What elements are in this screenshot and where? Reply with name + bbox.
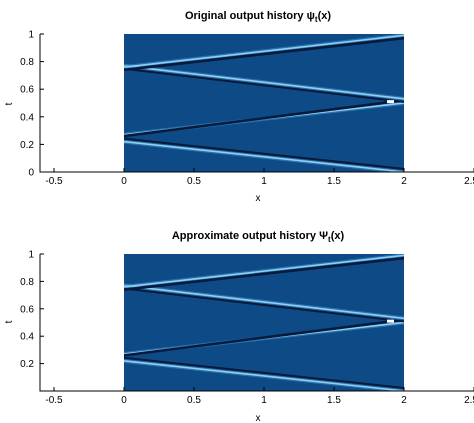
y-tick-label: 0.6: [20, 85, 34, 96]
bottom-panel-title-subscript: t: [328, 235, 331, 244]
bottom-panel-title-suffix: (x): [331, 230, 345, 242]
heatmap-lines: [124, 254, 404, 391]
y-tick-label: 0.6: [20, 304, 34, 315]
bottom-panel-ticks: -0.5 0 0.5 1 1.5 2 2.5 0.2 0.4 0.6 0.8 1: [20, 250, 474, 406]
top-panel-title: Original output history ψt(x): [185, 10, 331, 24]
top-panel-title-symbol: ψ: [307, 10, 315, 22]
bottom-panel-title: Approximate output history Ψt(x): [172, 230, 345, 244]
wave-line-dark: [124, 356, 404, 390]
y-tick-label: 0: [28, 168, 34, 179]
bottom-panel-title-text: Approximate output history: [172, 230, 317, 242]
heatmap-lines: [124, 34, 404, 172]
wave-line-light: [124, 34, 404, 68]
x-tick-label: 0: [121, 176, 127, 187]
bottom-panel-y-axis-label: t: [4, 320, 15, 323]
y-tick-label: 1: [28, 250, 34, 261]
heatmap-field: [124, 34, 404, 172]
wave-line-dark: [124, 36, 404, 72]
top-panel-title-suffix: (x): [318, 10, 332, 22]
x-tick-label: -0.5: [45, 176, 63, 187]
x-tick-label: 2.5: [464, 395, 474, 406]
wave-line-light: [124, 254, 404, 288]
top-panel-ticks: -0.5 0 0.5 1 1.5 2 2.5 0 0.2 0.4 0.6 0.8 1: [20, 30, 474, 187]
top-panel-plot-area: [124, 34, 404, 172]
x-tick-label: 2: [401, 395, 407, 406]
wave-line-dark: [124, 98, 404, 138]
bottom-panel-x-axis-label: x: [256, 413, 261, 423]
wave-line-dark: [124, 137, 404, 171]
y-tick-label: 0.4: [20, 112, 34, 123]
wave-line-dark: [124, 286, 404, 323]
y-tick-label: 0.4: [20, 332, 34, 343]
axis-lines: [39, 254, 474, 392]
y-tick-label: 0.2: [20, 359, 34, 370]
bottom-panel: Approximate output history Ψt(x) -0.5 0 0.…: [4, 230, 474, 423]
top-panel-title-text: Original output history: [185, 10, 304, 22]
wave-line-light: [124, 284, 404, 320]
wave-line-light: [124, 64, 404, 100]
heatmap-field: [124, 254, 404, 391]
x-tick-label: 1.5: [327, 395, 341, 406]
y-tick-label: 1: [28, 30, 34, 41]
x-tick-label: 0.5: [187, 395, 201, 406]
x-tick-label: 0: [121, 395, 127, 406]
y-tick-label: 0.8: [20, 57, 34, 68]
top-panel-y-axis-label: t: [4, 102, 15, 105]
x-tick-label: 1: [261, 395, 267, 406]
wave-line-light: [124, 360, 404, 391]
x-tick-label: 1.5: [327, 176, 341, 187]
top-panel: Original output history ψt(x) -0.5 0 0.5 1 1…: [4, 10, 474, 204]
reflection-marker: [387, 100, 394, 104]
x-tick-label: -0.5: [45, 395, 63, 406]
top-panel-title-subscript: t: [315, 15, 318, 24]
x-tick-label: 0.5: [187, 176, 201, 187]
y-tick-label: 0.8: [20, 277, 34, 288]
bottom-panel-title-symbol: Ψ: [319, 230, 328, 242]
wave-line-dark: [124, 67, 404, 103]
top-panel-x-axis-label: x: [256, 193, 261, 204]
reflection-marker: [387, 319, 394, 323]
bottom-panel-axes: [39, 254, 474, 392]
y-tick-label: 0.2: [20, 140, 34, 151]
x-tick-label: 2: [401, 176, 407, 187]
x-tick-label: 1: [261, 176, 267, 187]
wave-line-dark: [124, 256, 404, 291]
wave-line-dark: [124, 318, 404, 357]
wave-line-light: [124, 140, 404, 172]
x-tick-label: 2.5: [464, 176, 474, 187]
bottom-panel-plot-area: [124, 254, 404, 391]
